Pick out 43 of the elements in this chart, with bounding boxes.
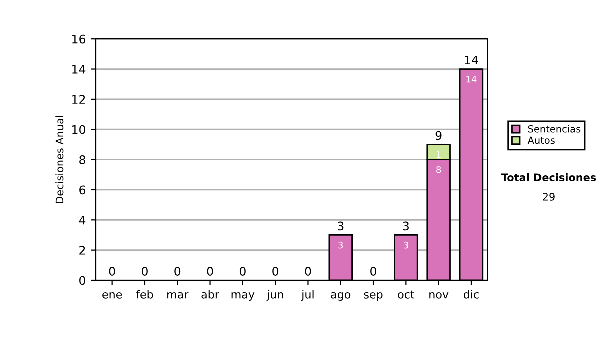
total-label: 3 bbox=[338, 222, 344, 231]
y-tick-label: 0 bbox=[80, 276, 86, 286]
y-tick-label: 6 bbox=[80, 186, 86, 195]
x-tick-label: jul bbox=[301, 290, 314, 301]
x-tick-label: oct bbox=[398, 290, 415, 299]
total-label: 0 bbox=[240, 267, 246, 276]
x-tick-label: ago bbox=[331, 292, 351, 301]
total-label: 9 bbox=[436, 131, 442, 140]
x-tick-label: feb bbox=[136, 290, 154, 299]
x-tick-label: ene bbox=[102, 292, 122, 299]
x-tick-label: dic bbox=[464, 290, 479, 299]
x-tick-label: nov bbox=[430, 292, 449, 299]
total-label: 3 bbox=[403, 222, 409, 231]
text: Total Decisiones bbox=[501, 173, 596, 182]
y-tick-label: 8 bbox=[80, 156, 86, 164]
x-tick-label: may bbox=[232, 292, 255, 301]
total-label: 0 bbox=[142, 267, 148, 276]
data-label: 14 bbox=[466, 76, 477, 83]
total-label: 0 bbox=[174, 267, 181, 276]
data-label: 8 bbox=[436, 166, 442, 174]
total-label: 14 bbox=[465, 56, 478, 65]
y-tick-label: 10 bbox=[72, 125, 86, 134]
total-label: 0 bbox=[207, 267, 214, 276]
data-label: 1 bbox=[436, 152, 441, 158]
x-tick-label: jun bbox=[266, 290, 284, 301]
x-tick-label: sep bbox=[364, 292, 383, 301]
data-label: 3 bbox=[404, 242, 408, 249]
y-tick-label: 14 bbox=[72, 65, 86, 74]
text: 29 bbox=[543, 193, 555, 201]
total-label: 0 bbox=[109, 267, 116, 276]
total-label: 0 bbox=[370, 267, 376, 276]
legend-label: Autos bbox=[528, 136, 555, 144]
y-tick-label: 16 bbox=[72, 34, 86, 44]
total-label: 0 bbox=[305, 267, 312, 276]
y-tick-label: 12 bbox=[72, 95, 86, 104]
legend-label: Sentencias bbox=[528, 125, 581, 133]
x-tick-label: mar bbox=[168, 292, 189, 299]
y-tick-label: 2 bbox=[80, 246, 86, 255]
total-label: 0 bbox=[272, 267, 279, 276]
data-label: 3 bbox=[338, 242, 344, 249]
x-tick-label: abr bbox=[202, 290, 220, 299]
y-axis-title: Decisiones Anual bbox=[56, 116, 64, 204]
y-tick-label: 4 bbox=[79, 216, 86, 225]
